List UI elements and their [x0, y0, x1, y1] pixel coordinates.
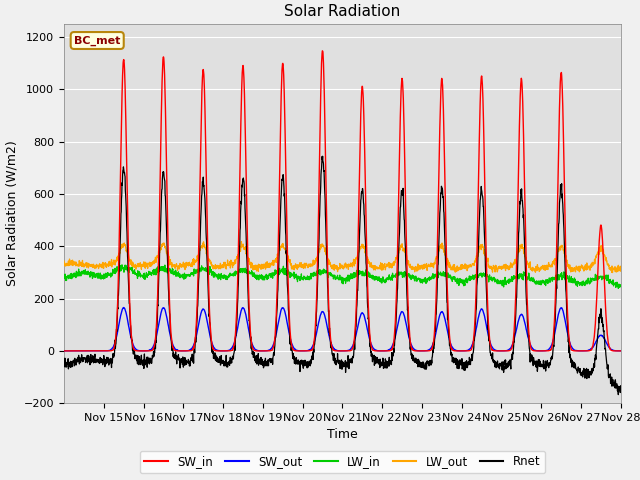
Rnet [550, 343, 557, 348]
SW_in [319, 48, 326, 54]
SW_out [550, 336, 557, 342]
Rnet [319, 154, 326, 159]
Text: BC_met: BC_met [74, 36, 120, 46]
SW_in [617, 348, 625, 354]
LW_out [373, 265, 381, 271]
LW_in [566, 273, 573, 279]
LW_out [617, 268, 625, 274]
LW_in [314, 270, 322, 276]
SW_out [373, 348, 381, 353]
LW_out [609, 270, 616, 276]
X-axis label: Time: Time [327, 429, 358, 442]
SW_out [120, 305, 127, 311]
LW_out [566, 265, 573, 271]
LW_in [60, 274, 68, 279]
LW_in [617, 283, 625, 289]
LW_in [614, 286, 622, 291]
SW_in [566, 339, 573, 345]
SW_out [60, 348, 68, 354]
LW_out [617, 267, 625, 273]
Rnet [566, 342, 573, 348]
LW_in [118, 262, 126, 268]
Line: SW_in: SW_in [64, 51, 621, 351]
LW_out [237, 239, 245, 244]
Legend: SW_in, SW_out, LW_in, LW_out, Rnet: SW_in, SW_out, LW_in, LW_out, Rnet [140, 451, 545, 473]
LW_out [550, 261, 557, 266]
Rnet [617, 384, 625, 390]
Rnet [60, 362, 68, 368]
Rnet [373, 358, 381, 363]
LW_out [314, 249, 322, 254]
LW_in [373, 276, 381, 282]
SW_out [314, 322, 322, 327]
Y-axis label: Solar Radiation (W/m2): Solar Radiation (W/m2) [5, 141, 18, 287]
Line: Rnet: Rnet [64, 156, 621, 395]
SW_in [616, 348, 624, 354]
SW_in [314, 241, 322, 247]
SW_in [373, 348, 381, 354]
SW_out [617, 348, 625, 354]
SW_out [566, 338, 573, 344]
Rnet [614, 392, 622, 397]
Line: LW_in: LW_in [64, 265, 621, 288]
SW_out [478, 306, 486, 312]
SW_in [60, 348, 68, 354]
SW_out [616, 348, 624, 354]
Line: LW_out: LW_out [64, 241, 621, 273]
LW_in [550, 275, 557, 281]
LW_out [478, 244, 486, 250]
LW_in [478, 274, 486, 280]
Rnet [314, 266, 322, 272]
Rnet [617, 383, 625, 389]
LW_in [617, 282, 625, 288]
SW_in [550, 334, 557, 339]
SW_in [478, 77, 486, 83]
Line: SW_out: SW_out [64, 308, 621, 351]
Rnet [478, 192, 486, 197]
Title: Solar Radiation: Solar Radiation [284, 4, 401, 19]
LW_out [60, 258, 68, 264]
